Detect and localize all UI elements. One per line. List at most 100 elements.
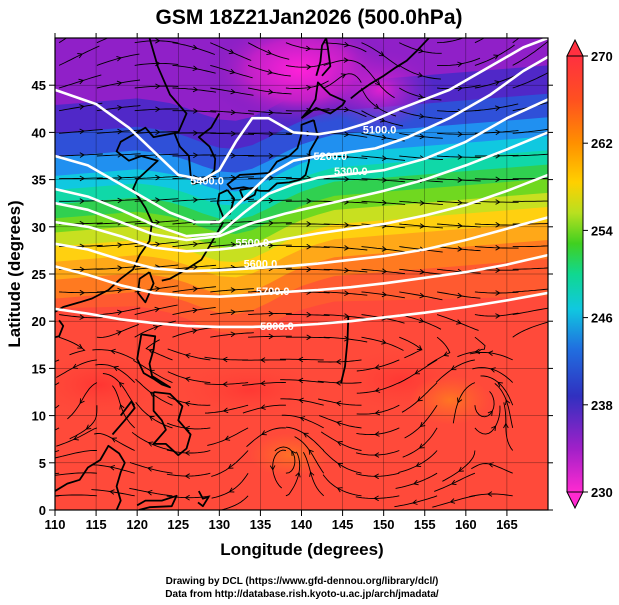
contour-label: 5500.0 <box>235 238 269 250</box>
streamline <box>55 359 60 363</box>
streamline <box>280 379 324 384</box>
contour-label: 5100.0 <box>363 124 397 136</box>
streamline <box>361 200 406 205</box>
streamline-arrow <box>503 422 509 429</box>
colorbar-tick-label: 254 <box>591 223 613 238</box>
streamline <box>512 72 548 89</box>
colorbar-ticks: 230 238 246 254 262 270 <box>583 49 613 500</box>
y-tick-label: 10 <box>32 409 46 424</box>
streamline-arrow <box>184 400 191 407</box>
streamline-arrow <box>381 199 388 206</box>
streamline <box>285 268 330 271</box>
streamline <box>399 291 443 301</box>
streamline-arrow <box>149 391 156 397</box>
streamline-arrow <box>184 450 191 456</box>
streamline <box>320 431 362 451</box>
streamline <box>134 175 179 180</box>
streamline-arrow <box>306 243 312 250</box>
streamline-arrow <box>109 464 116 471</box>
streamline-arrow <box>413 479 419 486</box>
streamline-arrow <box>268 197 275 204</box>
contour-label: 5800.0 <box>260 321 294 333</box>
streamline <box>323 291 368 296</box>
streamline <box>281 414 324 429</box>
streamline <box>437 268 481 274</box>
streamline <box>356 359 400 372</box>
streamline <box>172 241 217 248</box>
streamline-arrow <box>118 381 125 388</box>
streamline <box>129 487 173 497</box>
colorbar-tick-label: 246 <box>591 311 613 326</box>
streamline-arrow <box>230 109 237 116</box>
streamline <box>399 42 442 54</box>
streamline <box>102 373 136 406</box>
streamline-arrow <box>457 199 463 206</box>
x-tick-label: 150 <box>373 517 395 532</box>
streamline <box>211 472 249 499</box>
streamline-arrow <box>260 404 266 410</box>
streamline <box>210 87 254 96</box>
streamline-arrow <box>79 198 86 204</box>
streamline <box>361 110 404 127</box>
streamline <box>248 87 292 95</box>
streamline-arrow <box>109 489 115 495</box>
streamline <box>323 223 368 227</box>
coastline <box>111 400 136 436</box>
streamline <box>207 427 249 446</box>
streamline <box>355 472 400 477</box>
warm-core-highlight <box>55 350 170 420</box>
streamline-arrow <box>117 242 123 248</box>
streamline <box>437 132 481 135</box>
streamline-arrow <box>110 348 116 355</box>
streamline <box>395 472 438 489</box>
streamline-arrow <box>117 265 123 271</box>
streamline-arrow <box>416 345 423 351</box>
streamline <box>399 223 443 229</box>
streamline-arrow <box>374 364 381 370</box>
streamline <box>474 44 515 66</box>
streamline <box>323 59 366 68</box>
streamline-arrow <box>418 93 424 100</box>
streamline <box>503 402 514 451</box>
streamline-arrow <box>495 245 501 251</box>
streamline-arrow <box>336 441 343 447</box>
streamline <box>96 242 141 248</box>
streamline-arrow <box>305 45 312 52</box>
streamline-arrow <box>79 152 86 158</box>
streamline <box>145 339 173 361</box>
streamline-arrow <box>443 351 449 357</box>
streamline-arrow <box>457 131 463 137</box>
streamline-arrow <box>295 471 301 478</box>
streamline-arrow <box>268 242 274 249</box>
streamline-arrow <box>495 290 501 296</box>
streamline <box>172 286 217 293</box>
streamline-arrow <box>268 89 274 95</box>
streamline <box>172 87 217 93</box>
streamline <box>404 404 438 439</box>
streamline-arrow <box>344 290 350 297</box>
y-tick-label: 0 <box>39 503 46 518</box>
streamline <box>317 359 362 363</box>
streamline <box>474 312 519 317</box>
streamline-arrow <box>457 397 463 404</box>
x-axis-ticks: 110 115 120 125 130 135 140 145 150 155 160 165 <box>45 33 518 532</box>
y-tick-label: 35 <box>32 173 46 188</box>
streamline-arrow <box>344 131 350 138</box>
streamline <box>55 450 60 453</box>
streamline-arrow <box>343 57 350 63</box>
streamline <box>167 395 211 406</box>
streamline <box>134 85 179 89</box>
streamline-arrow <box>117 175 123 181</box>
streamline <box>356 382 400 394</box>
streamline <box>437 155 481 158</box>
coastline <box>152 391 192 457</box>
streamline-arrow <box>230 309 237 315</box>
streamline <box>480 375 514 406</box>
streamline <box>399 200 443 206</box>
coastline <box>315 38 332 77</box>
streamline-arrow <box>419 269 426 275</box>
streamline <box>323 314 368 320</box>
colorbar-tick-label: 262 <box>591 136 613 151</box>
streamline <box>210 176 255 180</box>
streamline-arrow <box>268 333 275 340</box>
